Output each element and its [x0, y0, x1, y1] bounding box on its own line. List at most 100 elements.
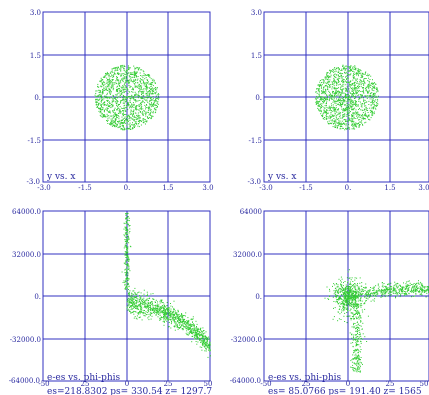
data-point	[162, 321, 164, 323]
data-point	[118, 103, 120, 105]
data-point	[97, 83, 99, 85]
data-point	[336, 98, 337, 100]
data-point	[336, 101, 338, 103]
data-point	[130, 113, 132, 115]
data-point	[332, 96, 334, 98]
data-point	[129, 311, 131, 312]
data-point	[138, 97, 139, 99]
data-point	[145, 90, 147, 92]
data-point	[360, 85, 362, 87]
data-point	[346, 108, 347, 110]
data-point	[349, 70, 351, 72]
data-point	[329, 96, 331, 98]
data-point	[338, 77, 340, 79]
data-point	[350, 107, 352, 109]
data-point	[155, 109, 157, 111]
data-point	[341, 117, 343, 119]
data-point	[176, 315, 178, 317]
data-point	[121, 99, 123, 101]
data-point	[122, 80, 124, 82]
data-point	[396, 283, 398, 285]
data-point	[351, 118, 353, 120]
data-point	[370, 109, 372, 111]
data-point	[351, 289, 353, 291]
data-point	[129, 306, 131, 308]
data-point	[185, 326, 187, 328]
data-point	[145, 77, 147, 79]
data-point	[132, 76, 134, 78]
data-point	[134, 292, 136, 294]
data-point	[346, 297, 348, 299]
data-point	[140, 304, 142, 306]
data-point	[129, 116, 131, 118]
data-point	[125, 268, 127, 270]
data-point	[351, 116, 353, 118]
data-point	[130, 295, 132, 297]
data-point	[152, 98, 154, 100]
data-point	[338, 76, 340, 77]
data-point	[333, 118, 335, 119]
data-point	[411, 287, 413, 289]
data-point	[126, 241, 127, 243]
data-point	[400, 294, 402, 296]
data-point	[389, 286, 391, 288]
data-point	[347, 108, 349, 110]
data-point	[389, 293, 391, 295]
data-point	[124, 128, 125, 130]
data-point	[375, 289, 377, 291]
data-point	[158, 305, 159, 307]
data-point	[128, 260, 130, 262]
data-point	[339, 77, 341, 79]
data-point	[112, 86, 114, 88]
data-point	[98, 96, 100, 98]
data-point	[144, 315, 146, 317]
data-point	[188, 325, 189, 327]
data-point	[128, 257, 130, 259]
data-point	[106, 99, 108, 101]
data-point	[364, 72, 366, 74]
data-point	[347, 77, 349, 79]
data-point	[126, 269, 128, 271]
data-point	[361, 75, 363, 77]
data-point	[139, 115, 141, 117]
data-point	[127, 272, 129, 273]
data-point	[328, 81, 329, 83]
data-point	[315, 102, 317, 104]
data-point	[326, 78, 328, 80]
data-point	[177, 320, 179, 322]
data-point	[341, 299, 343, 300]
data-point	[159, 300, 161, 302]
data-point	[132, 299, 134, 301]
data-point	[117, 105, 119, 107]
data-point	[414, 285, 416, 287]
data-point	[345, 300, 346, 302]
data-point	[350, 103, 352, 105]
data-point	[129, 119, 131, 121]
data-point	[139, 311, 141, 313]
data-point	[356, 113, 358, 115]
data-point	[99, 103, 101, 105]
data-point	[352, 317, 354, 319]
data-point	[135, 311, 137, 313]
data-point	[346, 108, 348, 110]
data-point	[132, 81, 134, 83]
data-point	[102, 92, 103, 94]
data-point	[330, 106, 332, 108]
data-point	[128, 292, 129, 294]
data-point	[358, 86, 360, 88]
data-point	[352, 364, 354, 366]
data-point	[206, 343, 208, 345]
data-point	[364, 78, 366, 79]
data-point	[126, 88, 128, 90]
data-point	[110, 86, 112, 88]
data-point	[176, 316, 178, 318]
data-point	[344, 80, 346, 82]
data-point	[124, 263, 126, 265]
data-point	[364, 95, 366, 97]
data-point	[115, 94, 117, 96]
data-point	[367, 85, 369, 87]
data-point	[372, 114, 374, 116]
data-point	[126, 239, 128, 241]
data-point	[407, 289, 409, 291]
data-point	[100, 79, 102, 81]
